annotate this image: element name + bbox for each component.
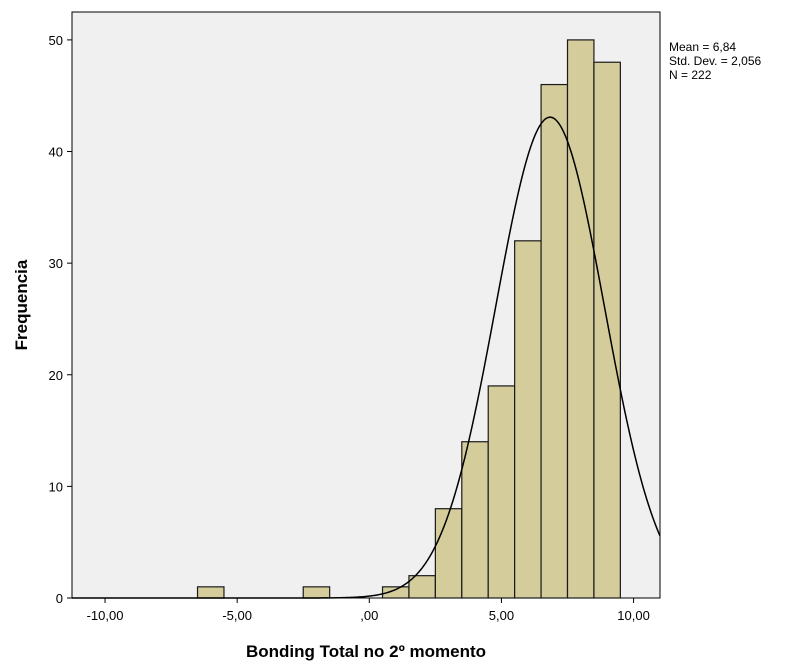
y-tick-label: 20 bbox=[49, 368, 63, 383]
histogram-bar bbox=[196, 586, 225, 599]
histogram-bar bbox=[434, 508, 463, 599]
x-axis: -10,00 -5,00 ,00 5,00 10,00 bbox=[87, 598, 650, 623]
histogram-bar bbox=[461, 441, 489, 599]
histogram-bar bbox=[566, 39, 595, 599]
x-tick-label: 5,00 bbox=[489, 608, 514, 623]
stats-std-dev: Std. Dev. = 2,056 bbox=[669, 54, 761, 68]
histogram-bar bbox=[540, 83, 569, 599]
y-axis-title: Frequencia bbox=[12, 259, 31, 350]
y-tick-label: 10 bbox=[49, 479, 63, 494]
normal-curve bbox=[72, 116, 661, 599]
histogram-bar bbox=[593, 61, 621, 599]
x-tick-label: -10,00 bbox=[87, 608, 124, 623]
x-axis-title: Bonding Total no 2º momento bbox=[246, 642, 486, 661]
x-tick-label: 10,00 bbox=[617, 608, 650, 623]
x-tick-label: -5,00 bbox=[222, 608, 252, 623]
y-axis: 0 10 20 30 40 50 bbox=[49, 33, 72, 606]
y-tick-label: 0 bbox=[56, 591, 63, 606]
y-tick-label: 40 bbox=[49, 145, 63, 160]
x-tick-label: ,00 bbox=[360, 608, 378, 623]
histogram-bar bbox=[487, 385, 516, 599]
stats-n: N = 222 bbox=[669, 68, 712, 82]
stats-mean: Mean = 6,84 bbox=[669, 40, 736, 54]
y-tick-label: 50 bbox=[49, 33, 63, 48]
histogram-bar bbox=[514, 240, 542, 599]
y-tick-label: 30 bbox=[49, 256, 63, 271]
histogram-bar bbox=[302, 586, 331, 599]
bars-layer bbox=[196, 39, 621, 599]
stats-legend: Mean = 6,84 Std. Dev. = 2,056 N = 222 bbox=[669, 40, 761, 82]
